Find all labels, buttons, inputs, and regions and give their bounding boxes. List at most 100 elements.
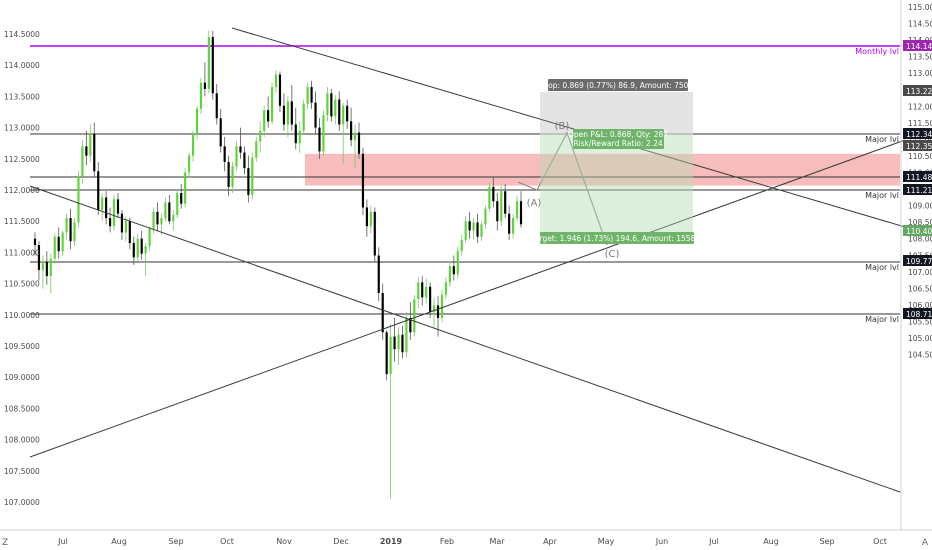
candle-body: [448, 266, 451, 283]
left-axis-tick: 109.0000: [4, 373, 40, 382]
candle-body: [480, 224, 483, 237]
right-axis-tick: 108.000: [908, 235, 932, 244]
candle-body: [421, 282, 424, 298]
candle: [286, 96, 289, 137]
timezone-icon[interactable]: Z: [2, 538, 9, 548]
left-axis-tick: 110.5000: [4, 280, 40, 289]
wave-label: (B): [555, 121, 570, 132]
price-label-text: 112.352: [906, 142, 932, 151]
candle-body: [389, 336, 392, 375]
time-axis-tick: Oct: [873, 537, 887, 546]
candle-body: [164, 202, 167, 219]
candle: [409, 302, 412, 340]
right-axis-tick: 111.500: [908, 119, 932, 128]
position-tool[interactable]: Stop: 0.869 (0.77%) 86.9, Amount: 750.6 O…: [531, 79, 703, 244]
right-price-axis[interactable]: 115.000114.500114.000113.500113.000112.5…: [900, 0, 932, 530]
candle-body: [176, 193, 179, 215]
right-axis-tick: 111.000: [908, 135, 932, 144]
candle-body: [429, 286, 432, 312]
trendline-ascending-long[interactable]: [29, 139, 906, 458]
level-label: Major lvl: [865, 191, 899, 200]
candle-body: [322, 115, 325, 152]
candle: [140, 230, 143, 260]
candle-body: [188, 155, 191, 173]
left-axis-tick: 114.0000: [4, 61, 40, 70]
candle-body: [152, 211, 155, 229]
time-axis-tick: 2019: [380, 537, 403, 546]
left-axis-tick: 114.5000: [4, 30, 40, 39]
candle: [512, 213, 515, 239]
candle: [53, 233, 56, 264]
price-label-box: [903, 128, 932, 139]
candle: [219, 108, 222, 153]
candle: [267, 96, 270, 128]
time-axis-tick: Aug: [111, 537, 127, 546]
level-label: Major lvl: [865, 263, 899, 272]
candle-body: [45, 261, 48, 277]
candle: [69, 208, 72, 250]
left-axis-tick: 111.5000: [4, 217, 40, 226]
annotations: (A) (B) (C): [527, 121, 620, 260]
candle: [334, 95, 337, 125]
wave-abc-path[interactable]: [517, 131, 608, 246]
right-axis-tick: 110.500: [908, 152, 932, 161]
candle: [492, 177, 495, 208]
zones: [305, 153, 900, 186]
time-axis[interactable]: Jul Aug Sep Oct Nov Dec 2019 Feb Mar Apr May Jun Jul…: [0, 529, 932, 546]
candle-body: [180, 193, 183, 204]
candle-body: [235, 146, 238, 167]
candle: [57, 227, 60, 259]
supply-zone[interactable]: [305, 153, 900, 186]
auto-scale-icon[interactable]: A: [921, 538, 928, 548]
candle-body: [306, 87, 309, 104]
left-price-axis[interactable]: 114.5000 114.0000 113.5000 113.0000 112.5000…: [4, 30, 40, 507]
trendline-descending-long[interactable]: [29, 185, 901, 493]
candle-body: [508, 213, 511, 234]
candle: [448, 261, 451, 287]
candle-body: [108, 218, 112, 227]
candle: [318, 118, 321, 159]
candle-body: [128, 221, 131, 244]
candle: [97, 161, 100, 215]
candle: [180, 183, 183, 209]
candle-body: [369, 211, 372, 227]
target-area[interactable]: [540, 134, 693, 233]
risk-reward-label: Risk/Reward Ratio: 2.24: [573, 139, 662, 148]
candle: [278, 71, 282, 112]
candle: [282, 93, 286, 131]
candle: [235, 141, 238, 172]
candle-body: [496, 201, 499, 222]
right-axis-tick: 114.500: [908, 20, 932, 29]
candle-body: [417, 282, 420, 300]
candle: [33, 232, 37, 256]
time-axis-tick: Sep: [819, 537, 834, 546]
candle-body: [365, 207, 368, 227]
candle-body: [401, 334, 404, 353]
left-axis-tick: 109.5000: [4, 342, 40, 351]
candle-body: [172, 214, 175, 222]
candle-body: [136, 238, 139, 258]
candle: [215, 83, 218, 125]
candle-body: [77, 176, 80, 223]
candle-body: [393, 336, 396, 350]
candle-body: [504, 191, 507, 214]
stop-area[interactable]: [540, 92, 693, 134]
candle-body: [148, 228, 151, 247]
candle: [460, 234, 463, 256]
candle-body: [270, 87, 274, 122]
candle-body: [298, 130, 301, 144]
candle: [330, 88, 333, 122]
candle: [199, 77, 203, 114]
candle: [346, 99, 349, 129]
candle-body: [472, 222, 475, 231]
candle-body: [409, 317, 412, 333]
candle-body: [219, 118, 222, 147]
candle: [361, 147, 365, 215]
price-label-box: [903, 308, 932, 319]
left-axis-tick: 108.5000: [4, 404, 40, 413]
candle: [227, 155, 230, 197]
candle: [326, 87, 329, 122]
candle-body: [326, 93, 329, 116]
